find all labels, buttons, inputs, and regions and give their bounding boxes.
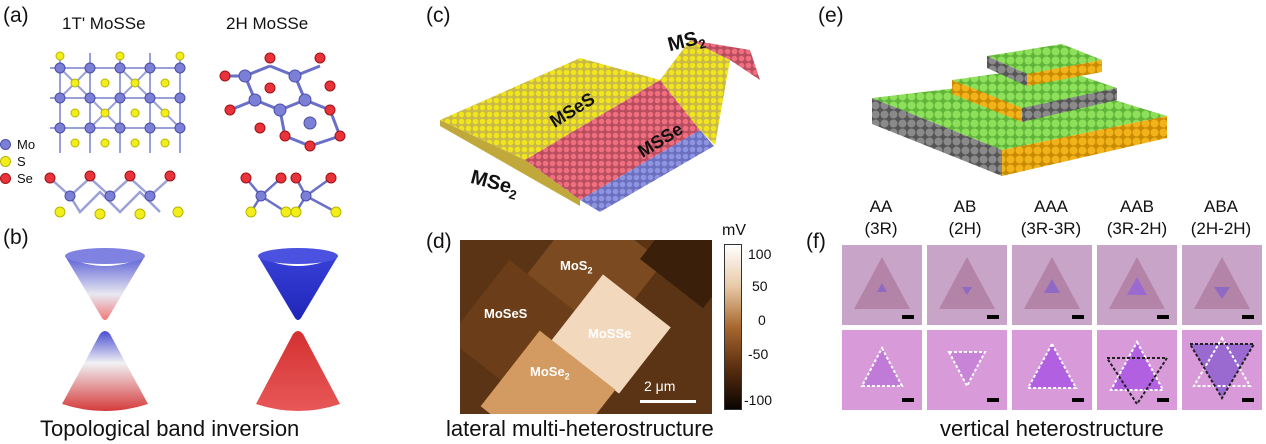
panel-a-label: (a) [3,4,29,28]
kpfm-map: MoS2 MoSeS MoSSe MoSe2 2 μm [460,240,712,414]
lattice-1t-top-view [40,48,190,158]
normal-valence-cone [256,331,340,411]
panel-b-caption: Topological band inversion [40,416,299,442]
scalebar-line [640,400,696,403]
outlined-image-aa [842,330,922,410]
scale-bar [1072,315,1084,319]
s-dot-icon [0,156,11,167]
domain-label-moses: MoSeS [484,306,527,321]
legend-mo: Mo [0,136,35,153]
mo-dot-icon [0,139,11,150]
outlined-image-aaa [1012,330,1092,410]
lattice-1t-side-view [40,168,190,220]
column-header-aab: AAB (3R-2H) [1092,196,1182,240]
optical-image-aa [842,245,922,325]
panel-b-label: (b) [3,226,29,250]
lattice-2h-side-view [236,168,356,220]
panel-a-title-2h: 2H MoSSe [226,14,308,34]
scale-bar [987,315,999,319]
panel-d-label: (d) [426,230,452,254]
legend-s: S [0,153,35,170]
outlined-image-ab [927,330,1007,410]
scale-bar [1242,398,1254,402]
inverted-valence-cone [62,331,148,411]
panel-a-title-1t: 1T' MoSSe [62,14,146,34]
optical-image-aaa [1012,245,1092,325]
scale-bar [1242,315,1254,319]
domain-label-mose2: MoSe2 [530,364,570,382]
lattice-2h-top-view [210,48,360,158]
outlined-image-aab [1097,330,1177,410]
legend-se: Se [0,170,35,187]
optical-image-aab [1097,245,1177,325]
scalebar-label: 2 μm [644,378,675,394]
panel-e-label: (e) [818,4,844,28]
domain-label-mosse: MoSSe [588,326,631,341]
band-inversion-cones [40,246,360,414]
scale-bar [1072,398,1084,402]
normal-conduction-cone [258,256,338,320]
domain-label-mos2: MoS2 [560,258,592,276]
panel-f-label: (f) [806,230,826,254]
column-header-aa: AA (3R) [836,196,926,240]
column-header-aaa: AAA (3R-3R) [1006,196,1096,240]
scale-bar [1157,315,1169,319]
colorbar [724,244,742,410]
outlined-image-aba [1182,330,1262,410]
se-dot-icon [0,173,11,184]
inverted-conduction-cone [65,256,145,320]
panel-f-caption: vertical heterostructure [940,416,1164,442]
scale-bar [987,398,999,402]
scale-bar [902,315,914,319]
panel-d-caption: lateral multi-heterostructure [446,416,714,442]
scale-bar [902,398,914,402]
colorbar-unit: mV [722,222,746,240]
column-header-aba: ABA (2H-2H) [1176,196,1266,240]
atom-legend: Mo S Se [0,136,35,187]
column-header-ab: AB (2H) [920,196,1010,240]
optical-image-aba [1182,245,1262,325]
optical-image-ab [927,245,1007,325]
vertical-stack-3d [862,38,1182,180]
scale-bar [1157,398,1169,402]
colorbar-ticks: 100 50 0 -50 -100 [748,246,788,410]
